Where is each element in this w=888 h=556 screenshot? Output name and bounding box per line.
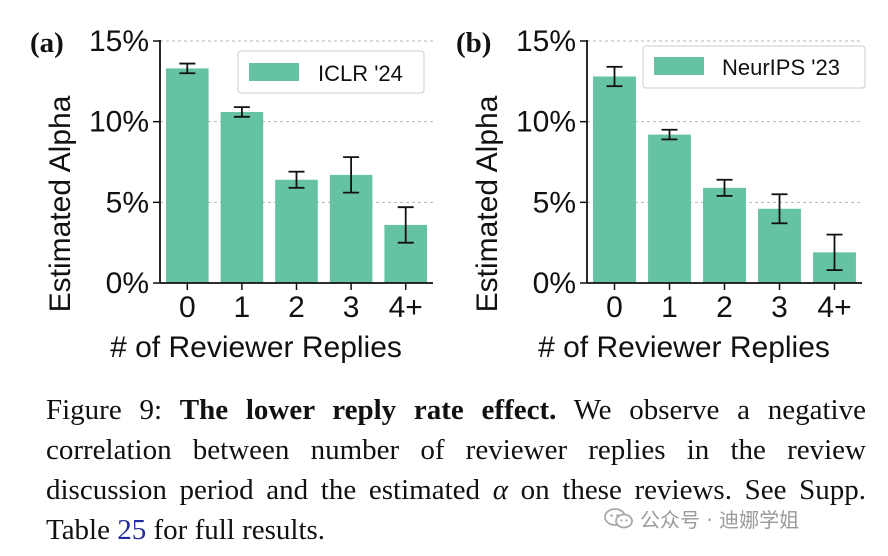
y-tick-label-b: 15% (516, 25, 576, 58)
y-tick-label-a: 10% (89, 106, 149, 139)
caption-body-1: We observe a negative correlation betwee… (46, 394, 866, 506)
figure: (a) 0%5%10%15% 0 1 2 3 4+ Estimated Alpha # … (30, 25, 866, 364)
legend-box-a (237, 50, 425, 94)
x-tick-label-b-3: 3 (771, 291, 788, 324)
y-tick-label-b: 10% (516, 106, 576, 139)
watermark: 公众号 · 迪娜学姐 (604, 504, 799, 533)
error-bar-b-4 (826, 233, 843, 271)
x-tick-label-a-1: 1 (234, 291, 251, 324)
y-tick-label-b: 0% (533, 267, 576, 300)
error-bar-b-1 (661, 128, 678, 141)
panel-b: (b) 0% 5% 10% 15% 0 1 2 3 4+ Estimated Alpha # … (456, 25, 866, 364)
figure-caption: Figure 9: The lower reply rate effect. W… (46, 390, 866, 550)
x-tick-label-b-1: 1 (661, 291, 678, 324)
x-axis-label-a: # of Reviewer Replies (110, 331, 402, 364)
wechat-icon (604, 507, 633, 528)
error-bar-a-3 (343, 156, 360, 194)
table-reference-link[interactable]: 25 (117, 514, 147, 546)
panel-label-a: (a) (30, 27, 64, 59)
error-bar-b-3 (771, 193, 788, 225)
x-tick-label-a-3: 3 (343, 291, 360, 324)
error-bar-a-4 (397, 206, 414, 244)
caption-title: The lower reply rate effect. (179, 394, 557, 426)
y-axis-label-b: Estimated Alpha (471, 95, 504, 312)
x-tick-label-b-4: 4+ (817, 291, 851, 324)
x-tick-label-b-0: 0 (606, 291, 623, 324)
caption-body-3: for full results. (153, 514, 326, 546)
y-tick-label-b: 5% (533, 186, 576, 219)
x-tick-label-a-4: 4+ (389, 291, 423, 324)
legend-label-a: ICLR '24 (318, 61, 403, 86)
x-tick-label-a-2: 2 (288, 291, 305, 324)
y-tick-label-a: 5% (106, 186, 149, 219)
error-bar-b-2 (716, 178, 733, 197)
error-bar-a-2 (288, 170, 305, 189)
panel-label-b: (b) (456, 27, 491, 59)
error-bar-b-0 (606, 65, 623, 88)
legend-label-b: NeurIPS '23 (722, 55, 840, 80)
caption-alpha-symbol: α (492, 474, 508, 506)
legend-box-b (642, 45, 866, 89)
bar-b-0 (593, 76, 636, 283)
bar-b-2 (703, 187, 746, 283)
y-axis-label-a: Estimated Alpha (44, 95, 77, 312)
legend-swatch-a (249, 63, 299, 81)
x-tick-label-b-2: 2 (716, 291, 733, 324)
y-tick-label-a: 0% (106, 267, 149, 300)
bar-a-1 (220, 111, 264, 283)
bar-a-2 (275, 179, 318, 283)
caption-prefix: Figure 9: (46, 394, 163, 426)
bar-a-0 (166, 68, 209, 283)
y-tick-label-a: 15% (89, 25, 149, 58)
panel-a: (a) 0% 5% 10% 15% 0 1 2 3 4+ Estimated Alpha # … (30, 25, 433, 364)
error-bar-a-0 (179, 62, 196, 75)
caption-body-2: on these reviews. See Supp. Table (46, 474, 867, 546)
x-axis-label-b: # of Reviewer Replies (538, 331, 830, 364)
error-bar-a-1 (233, 106, 250, 118)
bar-b-1 (648, 134, 691, 283)
legend-b: NeurIPS '23 (642, 45, 866, 89)
watermark-text: 公众号 · 迪娜学姐 (640, 508, 800, 532)
x-tick-label-a-0: 0 (179, 291, 196, 324)
legend-swatch-b (654, 57, 704, 75)
legend-a: ICLR '24 (237, 50, 425, 94)
